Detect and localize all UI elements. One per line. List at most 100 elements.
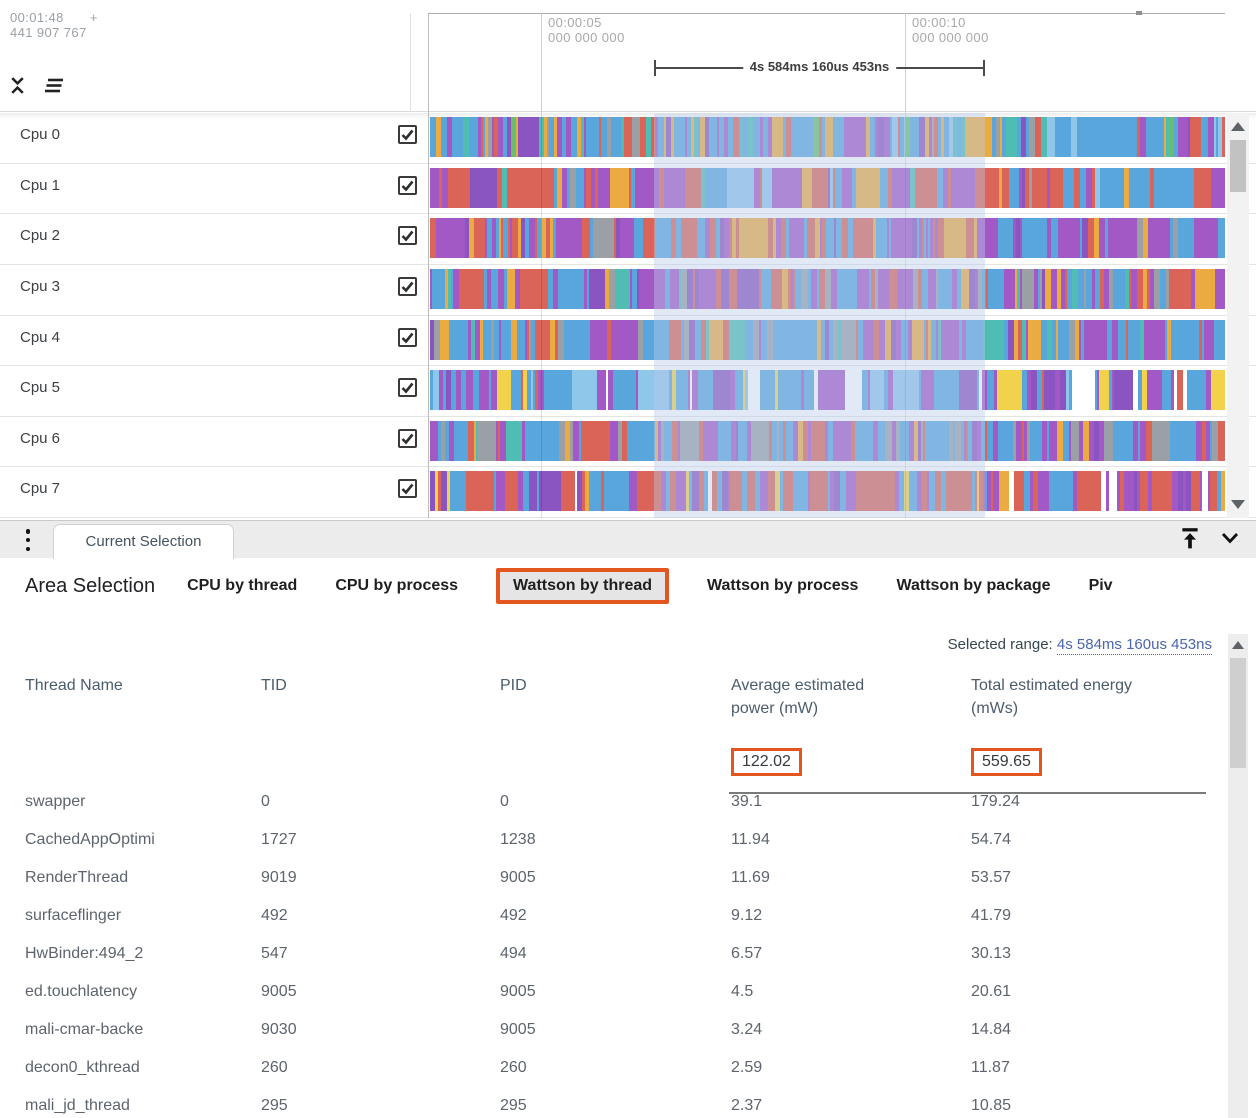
- avg-power-total-highlight: 122.02: [731, 748, 802, 776]
- table-row[interactable]: RenderThread 9019 9005 11.69 53.57: [25, 859, 1210, 897]
- ruler-tick: 00:00:10 000 000 000: [905, 13, 988, 112]
- cpu-slices-band[interactable]: [430, 420, 1225, 461]
- kebab-menu-icon[interactable]: [16, 527, 40, 553]
- selection-tab-cpu-by-thread[interactable]: CPU by thread: [187, 577, 298, 594]
- cpu-slices-band[interactable]: [430, 319, 1225, 360]
- track-checkbox[interactable]: [398, 125, 417, 144]
- scrollbar-thumb[interactable]: [1230, 658, 1246, 768]
- cpu-slices-band[interactable]: [430, 471, 1225, 512]
- cell-tid: 0: [261, 793, 270, 810]
- timeline-scrollbar[interactable]: [1227, 113, 1249, 518]
- cell-pid: 492: [500, 907, 527, 924]
- thread-table-body: swapper 0 0 39.1 179.24 CachedAppOptimi …: [25, 783, 1210, 1118]
- table-row[interactable]: swapper 0 0 39.1 179.24: [25, 783, 1210, 821]
- column-header[interactable]: Average estimated power (mW): [731, 677, 865, 717]
- header-divider: [410, 13, 411, 112]
- cpu-slices-band[interactable]: [430, 218, 1225, 259]
- cell-tid: 492: [261, 907, 288, 924]
- column-header[interactable]: Total estimated energy (mWs): [971, 677, 1132, 717]
- cell-pid: 9005: [500, 983, 536, 1000]
- cell-tid: 9005: [261, 983, 297, 1000]
- cell-avg-power: 11.69: [731, 869, 770, 886]
- track-checkbox[interactable]: [398, 479, 417, 499]
- cell-avg-power: 39.1: [731, 793, 763, 810]
- track-row: Cpu 4: [0, 315, 1256, 367]
- table-header-row: Thread Name TID PID Average estimated power…: [25, 674, 1210, 720]
- cell-thread-name: CachedAppOptimi: [25, 831, 155, 848]
- track-row: Cpu 0: [0, 113, 1256, 164]
- cell-tid: 547: [261, 945, 288, 962]
- track-label: Cpu 3: [20, 277, 61, 295]
- scroll-up-icon[interactable]: [1232, 641, 1244, 649]
- cell-thread-name: mali-cmar-backe: [25, 1021, 144, 1038]
- selection-view-tabs: CPU by thread CPU by process Wattson by th…: [187, 568, 1113, 604]
- column-header[interactable]: TID: [261, 677, 287, 694]
- table-row[interactable]: CachedAppOptimi 1727 1238 11.94 54.74: [25, 821, 1210, 859]
- cell-pid: 494: [500, 945, 527, 962]
- scroll-up-icon[interactable]: [1231, 122, 1245, 131]
- cell-pid: 0: [500, 793, 509, 810]
- scroll-down-icon[interactable]: [1231, 500, 1245, 509]
- ruler-handle[interactable]: [1136, 11, 1142, 15]
- selection-tab-piv[interactable]: Piv: [1088, 577, 1113, 594]
- cell-tid: 1727: [261, 831, 297, 848]
- table-scrollbar[interactable]: [1228, 634, 1248, 1118]
- track-row: Cpu 5: [0, 366, 1256, 417]
- cpu-slices-band[interactable]: [430, 117, 1225, 157]
- cell-avg-power: 2.59: [731, 1059, 763, 1076]
- collapse-panel-chevron-icon[interactable]: [1218, 526, 1242, 555]
- cell-tid: 295: [261, 1097, 288, 1114]
- cell-thread-name: swapper: [25, 793, 86, 810]
- cpu-slices-band[interactable]: [430, 268, 1225, 309]
- selection-tab-wattson-by-process[interactable]: Wattson by process: [707, 577, 859, 594]
- ruler-top-border: [428, 13, 1225, 14]
- cell-total-energy: 54.74: [971, 831, 1012, 848]
- cell-total-energy: 20.61: [971, 983, 1012, 1000]
- scrollbar-thumb[interactable]: [1230, 140, 1246, 192]
- track-sort-menu-icon[interactable]: [41, 77, 65, 95]
- table-row[interactable]: decon0_kthread 260 260 2.59 11.87: [25, 1049, 1210, 1087]
- tab-current-selection[interactable]: Current Selection: [53, 524, 234, 559]
- table-row[interactable]: mali_jd_thread 295 295 2.37 10.85: [25, 1087, 1210, 1118]
- cell-avg-power: 11.94: [731, 831, 770, 848]
- track-checkbox[interactable]: [398, 378, 417, 398]
- cell-total-energy: 53.57: [971, 869, 1012, 886]
- selection-tab-wattson-by-package[interactable]: Wattson by package: [896, 577, 1051, 594]
- bottom-panel-tab-strip: Current Selection: [0, 520, 1256, 559]
- cell-pid: 295: [500, 1097, 527, 1114]
- cell-avg-power: 4.5: [731, 983, 754, 1000]
- track-checkbox[interactable]: [398, 428, 417, 448]
- track-label: Cpu 7: [20, 480, 61, 498]
- total-energy-highlight: 559.65: [971, 748, 1042, 776]
- table-row[interactable]: ed.touchlatency 9005 9005 4.5 20.61: [25, 973, 1210, 1011]
- selected-range-value-link[interactable]: 4s 584ms 160us 453ns: [1056, 636, 1212, 655]
- track-checkbox[interactable]: [398, 276, 417, 296]
- track-checkbox[interactable]: [398, 226, 417, 246]
- track-label: Cpu 2: [20, 227, 61, 245]
- cell-tid: 260: [261, 1059, 288, 1076]
- track-checkbox[interactable]: [398, 175, 417, 195]
- cell-thread-name: decon0_kthread: [25, 1059, 140, 1076]
- cell-total-energy: 30.13: [971, 945, 1012, 962]
- column-header[interactable]: PID: [500, 677, 527, 694]
- dock-panel-top-icon[interactable]: [1178, 526, 1202, 555]
- cell-thread-name: RenderThread: [25, 869, 129, 886]
- table-row[interactable]: mali-cmar-backe 9030 9005 3.24 14.84: [25, 1011, 1210, 1049]
- column-header[interactable]: Thread Name: [25, 677, 123, 694]
- cell-pid: 9005: [500, 869, 536, 886]
- cpu-slices-band[interactable]: [430, 167, 1225, 208]
- cell-pid: 9005: [500, 1021, 536, 1038]
- cell-total-energy: 41.79: [971, 907, 1012, 924]
- table-row[interactable]: surfaceflinger 492 492 9.12 41.79: [25, 897, 1210, 935]
- selection-tab-cpu-by-process[interactable]: CPU by process: [335, 577, 459, 594]
- wattson-by-thread-panel: Selected range: 4s 584ms 160us 453ns Thr…: [0, 612, 1256, 1118]
- summary-row: 122.02 559.65: [25, 748, 1210, 776]
- track-checkbox[interactable]: [398, 327, 417, 347]
- collapse-tracks-icon[interactable]: [8, 76, 27, 95]
- table-row[interactable]: HwBinder:494_2 547 494 6.57 30.13: [25, 935, 1210, 973]
- track-panel-divider[interactable]: [428, 13, 429, 518]
- cpu-slices-band[interactable]: [430, 370, 1225, 411]
- selection-tab-wattson-by-thread[interactable]: Wattson by thread: [496, 568, 670, 604]
- selected-range: Selected range: 4s 584ms 160us 453ns: [947, 636, 1212, 655]
- track-row: Cpu 3: [0, 264, 1256, 316]
